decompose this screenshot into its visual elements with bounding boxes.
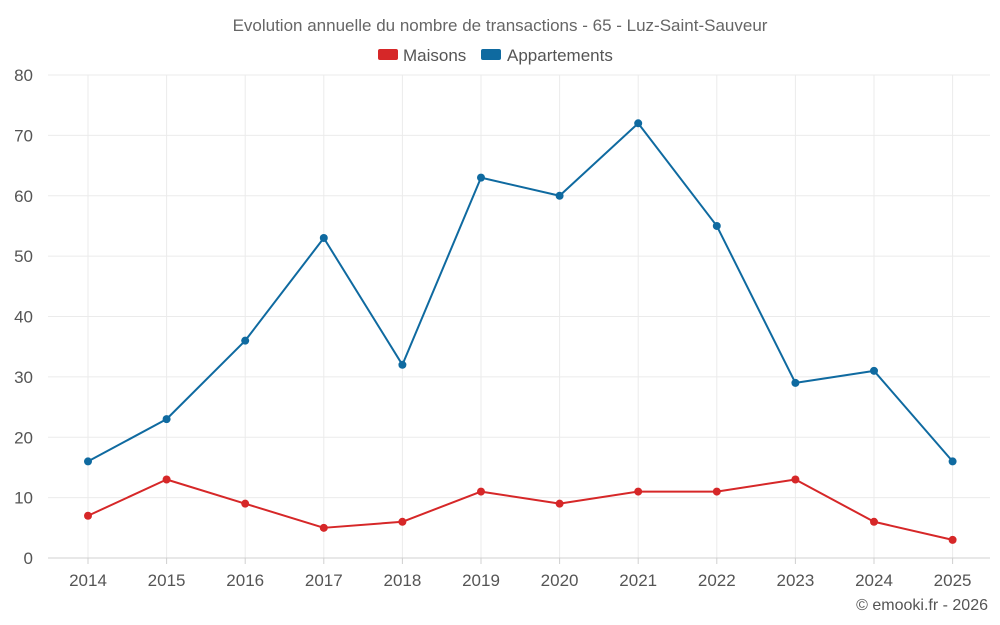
y-tick-label: 70	[14, 126, 33, 145]
series-layer	[84, 119, 957, 544]
x-tick-label: 2018	[383, 571, 421, 590]
data-point-appartements-2021[interactable]	[634, 119, 643, 128]
x-tick-label: 2015	[148, 571, 186, 590]
legend-label-maisons[interactable]: Maisons	[403, 46, 466, 65]
x-tick-label: 2019	[462, 571, 500, 590]
data-point-appartements-2020[interactable]	[555, 191, 564, 200]
x-tick-label: 2020	[541, 571, 579, 590]
x-axis: 2014 2015 2016 2017 2018 2019 2020 2021 2022 2023…	[48, 557, 990, 590]
legend-swatch-maisons	[378, 49, 398, 60]
data-point-appartements-2024[interactable]	[870, 366, 878, 375]
data-point-maisons-2019[interactable]	[477, 487, 485, 496]
x-tick-label: 2014	[69, 571, 107, 590]
x-tick-label: 2025	[934, 571, 972, 590]
x-tick-label: 2023	[776, 571, 814, 590]
y-tick-label: 10	[14, 489, 33, 508]
data-point-maisons-2022[interactable]	[712, 487, 721, 496]
legend: Maisons Appartements	[378, 46, 613, 65]
y-tick-label: 40	[14, 308, 33, 327]
series-line-maisons	[87, 478, 953, 541]
y-tick-label: 80	[14, 66, 33, 85]
data-point-appartements-2019[interactable]	[477, 173, 485, 182]
y-tick-label: 60	[14, 187, 33, 206]
data-point-appartements-2023[interactable]	[791, 378, 800, 387]
data-point-appartements-2017[interactable]	[319, 234, 328, 243]
x-tick-label: 2016	[226, 571, 264, 590]
data-point-maisons-2021[interactable]	[634, 487, 643, 496]
data-point-maisons-2024[interactable]	[870, 517, 878, 526]
y-tick-label: 20	[14, 428, 33, 447]
y-tick-label: 0	[24, 549, 33, 568]
data-point-maisons-2014[interactable]	[84, 511, 92, 520]
data-point-appartements-2015[interactable]	[162, 415, 171, 424]
x-tick-label: 2017	[305, 571, 343, 590]
gridlines	[48, 74, 990, 558]
data-point-maisons-2023[interactable]	[791, 475, 800, 484]
data-point-maisons-2015[interactable]	[162, 475, 171, 484]
x-tick-label: 2024	[855, 571, 893, 590]
data-point-maisons-2018[interactable]	[398, 517, 407, 526]
legend-swatch-appartements	[481, 49, 501, 60]
legend-label-appartements[interactable]: Appartements	[507, 46, 613, 65]
data-point-maisons-2025[interactable]	[948, 535, 957, 544]
x-tick-label: 2022	[698, 571, 736, 590]
credit-text: © emooki.fr - 2026	[856, 597, 988, 614]
x-tick-label: 2021	[619, 571, 657, 590]
chart-title: Evolution annuelle du nombre de transact…	[233, 16, 768, 35]
data-point-appartements-2014[interactable]	[84, 457, 92, 466]
data-point-appartements-2025[interactable]	[948, 457, 957, 466]
y-tick-label: 30	[14, 368, 33, 387]
y-tick-label: 50	[14, 247, 33, 266]
series-line-appartements	[87, 122, 954, 463]
data-point-appartements-2016[interactable]	[241, 336, 250, 345]
y-axis: 0 10 20 30 40 50 60 70 80	[14, 66, 33, 568]
data-point-maisons-2017[interactable]	[319, 523, 328, 532]
data-point-appartements-2022[interactable]	[712, 221, 721, 230]
data-point-maisons-2016[interactable]	[241, 499, 250, 508]
data-point-maisons-2020[interactable]	[555, 499, 564, 508]
data-point-appartements-2018[interactable]	[398, 360, 407, 369]
